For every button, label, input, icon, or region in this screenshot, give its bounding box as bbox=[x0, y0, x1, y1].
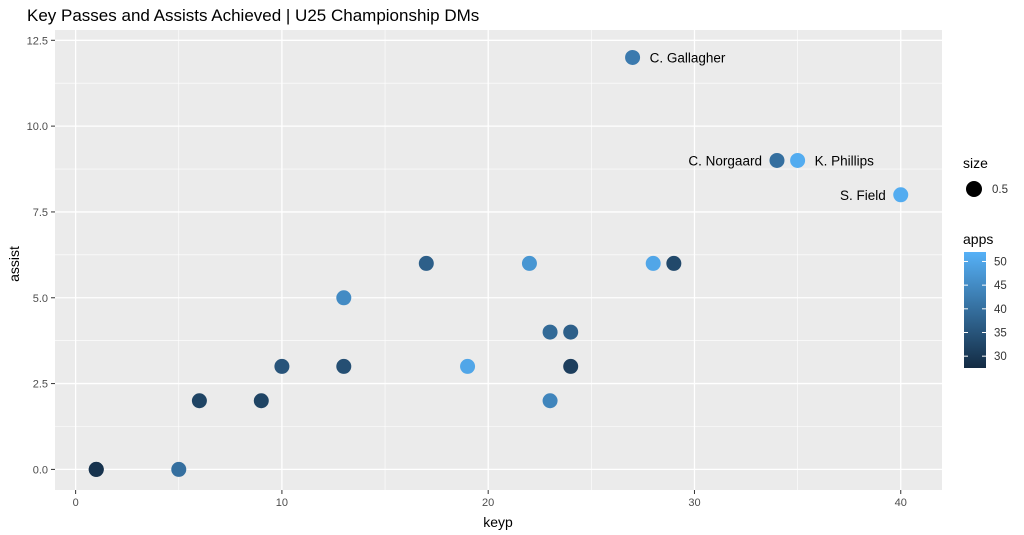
scatter-point bbox=[769, 152, 785, 168]
scatter-point bbox=[542, 393, 558, 409]
major-gridlines bbox=[55, 30, 942, 490]
apps-colorbar-ticks: 30 35 40 45 50 bbox=[964, 256, 1007, 363]
point-labels: C. Gallagher C. Norgaard K. Phillips S. Fie… bbox=[650, 50, 886, 202]
y-tick-label: 5.0 bbox=[33, 293, 48, 305]
x-tick-label: 20 bbox=[482, 497, 494, 509]
scatter-point bbox=[790, 152, 806, 168]
scatter-point bbox=[521, 255, 537, 271]
chart-title: Key Passes and Assists Achieved | U25 Ch… bbox=[27, 6, 479, 25]
point-label: C. Norgaard bbox=[688, 153, 762, 168]
point-label: S. Field bbox=[840, 188, 886, 203]
scatter-point bbox=[893, 187, 909, 203]
colorbar-tick-label: 40 bbox=[994, 304, 1007, 316]
colorbar-tick-label: 50 bbox=[994, 256, 1007, 268]
scatter-point bbox=[336, 290, 352, 306]
scatter-point bbox=[253, 393, 269, 409]
y-tick-label: 10.0 bbox=[27, 121, 48, 133]
colorbar-tick-label: 30 bbox=[994, 351, 1007, 363]
x-tick-label: 0 bbox=[73, 497, 79, 509]
point-label: K. Phillips bbox=[815, 153, 875, 168]
colorbar-tick-label: 45 bbox=[994, 280, 1007, 292]
data-points bbox=[88, 49, 909, 477]
scatter-point bbox=[460, 358, 476, 374]
minor-gridlines bbox=[55, 30, 942, 490]
x-axis-ticks: 0 10 20 30 40 bbox=[73, 490, 907, 509]
scatter-point bbox=[191, 393, 207, 409]
size-legend-title: size bbox=[963, 155, 988, 171]
scatter-point bbox=[645, 255, 661, 271]
legend: size 0.5 apps 30 35 40 45 50 bbox=[963, 155, 1008, 368]
y-tick-label: 7.5 bbox=[33, 207, 48, 219]
y-axis-title: assist bbox=[6, 246, 22, 282]
plot-panel bbox=[55, 30, 942, 490]
y-tick-label: 12.5 bbox=[27, 35, 48, 47]
scatter-point bbox=[563, 324, 579, 340]
scatter-point bbox=[542, 324, 558, 340]
y-axis-ticks: 0.0 2.5 5.0 7.5 10.0 12.5 bbox=[27, 35, 55, 476]
size-legend-label: 0.5 bbox=[992, 184, 1008, 196]
colorbar-tick-label: 35 bbox=[994, 327, 1007, 339]
scatter-point bbox=[88, 461, 104, 477]
x-tick-label: 10 bbox=[276, 497, 288, 509]
y-tick-label: 0.0 bbox=[33, 464, 48, 476]
scatter-point bbox=[563, 358, 579, 374]
scatter-point bbox=[418, 255, 434, 271]
x-axis-title: keyp bbox=[483, 514, 513, 530]
point-label: C. Gallagher bbox=[650, 50, 726, 65]
x-tick-label: 30 bbox=[688, 497, 700, 509]
x-tick-label: 40 bbox=[895, 497, 907, 509]
scatter-point bbox=[625, 49, 641, 65]
scatter-point bbox=[666, 255, 682, 271]
y-tick-label: 2.5 bbox=[33, 379, 48, 391]
apps-colorbar bbox=[964, 252, 986, 368]
size-legend-key bbox=[966, 181, 982, 197]
scatter-point bbox=[171, 461, 187, 477]
scatter-point bbox=[336, 358, 352, 374]
apps-legend-title: apps bbox=[963, 231, 993, 247]
scatter-point bbox=[274, 358, 290, 374]
